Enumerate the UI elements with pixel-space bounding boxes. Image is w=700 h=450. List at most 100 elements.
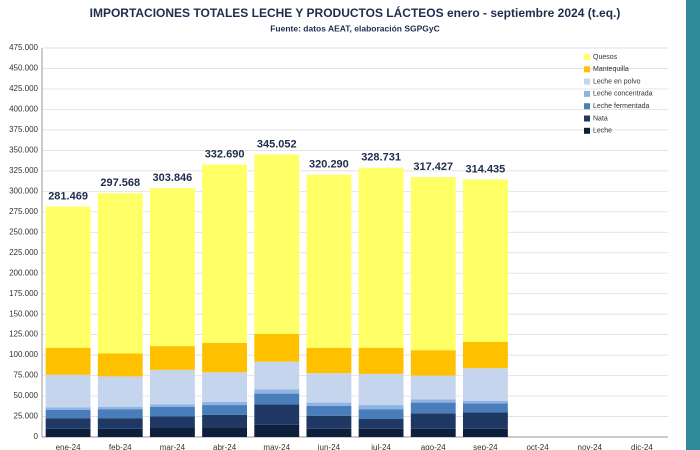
bar-segment: [202, 342, 248, 373]
bar-segment: [149, 346, 195, 370]
legend-swatch: [584, 66, 590, 73]
bar-segment: [149, 427, 195, 437]
bar-segment: [462, 342, 508, 369]
bar-segment: [462, 428, 508, 437]
legend-label: Leche concentrada: [593, 91, 653, 98]
y-tick-label: 375.000: [9, 125, 38, 134]
bar-segment: [45, 347, 91, 375]
x-tick-label: nov-24: [578, 443, 603, 450]
total-label: 281.469: [48, 190, 88, 202]
x-tick-label: ago-24: [421, 443, 446, 450]
legend-label: Leche: [593, 128, 612, 135]
bar-segment: [410, 402, 456, 414]
bar-segment: [97, 376, 143, 407]
bar-segment: [462, 400, 508, 404]
legend-swatch: [584, 54, 590, 60]
x-tick-label: mar-24: [160, 443, 186, 450]
legend-label: Leche fermentada: [593, 103, 650, 110]
bar-segment: [306, 373, 352, 403]
x-tick-label: jul-24: [370, 443, 391, 450]
bar-segment: [45, 407, 91, 410]
legend-label: Mantequilla: [593, 66, 629, 73]
y-tick-label: 300.000: [9, 186, 38, 195]
bar-segment: [462, 412, 508, 429]
y-tick-label: 350.000: [9, 145, 38, 154]
y-tick-label: 100.000: [9, 350, 38, 359]
y-tick-label: 125.000: [9, 330, 38, 339]
y-tick-label: 50.000: [14, 391, 39, 400]
chart-title: IMPORTACIONES TOTALES LECHE Y PRODUCTOS …: [90, 5, 621, 20]
bar-segment: [358, 373, 404, 406]
bar-segment: [202, 405, 248, 415]
bar-segment: [97, 418, 143, 429]
total-label: 345.052: [257, 138, 297, 150]
total-label: 320.290: [309, 159, 349, 171]
bar-segment: [202, 414, 248, 428]
bar-segment: [358, 347, 404, 374]
legend-label: Nata: [593, 115, 608, 122]
bar-segment: [410, 375, 456, 400]
bar-segment: [306, 428, 352, 437]
bar-segment: [45, 374, 91, 408]
bar-segment: [97, 353, 143, 377]
bar-segment: [306, 347, 352, 374]
legend-swatch: [584, 103, 590, 110]
bar-segment: [202, 401, 248, 406]
bar-segment: [410, 177, 456, 351]
bar-segment: [149, 369, 195, 405]
bar-segment: [358, 418, 404, 429]
bar-segment: [149, 188, 195, 347]
y-tick-label: 25.000: [14, 412, 39, 421]
y-tick-label: 400.000: [9, 105, 38, 114]
bar-segment: [45, 206, 91, 348]
chart-subtitle: Fuente: datos AEAT, elaboración SGPGyC: [270, 23, 440, 33]
y-tick-label: 0: [34, 432, 39, 441]
bar-segment: [97, 409, 143, 419]
bar-segment: [202, 372, 248, 402]
y-tick-label: 325.000: [9, 166, 38, 175]
bar-segment: [149, 416, 195, 428]
y-tick-label: 225.000: [9, 248, 38, 257]
bar-segment: [97, 428, 143, 437]
x-tick-label: dic-24: [631, 443, 653, 450]
y-tick-label: 150.000: [9, 309, 38, 318]
bar-segment: [254, 389, 300, 394]
legend-label: Leche en polvo: [593, 78, 641, 85]
total-label: 297.568: [100, 177, 140, 189]
bar-segment: [254, 333, 300, 362]
bar-segment: [254, 154, 300, 334]
bar-segment: [306, 174, 352, 348]
y-tick-label: 425.000: [9, 84, 38, 93]
legend-label: Quesos: [593, 54, 618, 61]
x-tick-label: abr-24: [213, 443, 237, 450]
y-tick-label: 275.000: [9, 207, 38, 216]
bar-segment: [462, 368, 508, 401]
x-tick-label: feb-24: [109, 443, 132, 450]
bar-segment: [462, 179, 508, 343]
bar-segment: [202, 427, 248, 437]
x-tick-label: sep-24: [473, 443, 498, 450]
bar-segment: [45, 428, 91, 437]
legend-swatch: [584, 78, 590, 85]
bar-segment: [358, 167, 404, 348]
bar-segment: [254, 361, 300, 390]
bar-segment: [254, 404, 300, 425]
total-label: 328.731: [361, 152, 401, 164]
legend-swatch: [584, 127, 590, 134]
y-tick-label: 75.000: [14, 371, 39, 380]
bar-segment: [358, 428, 404, 437]
x-tick-label: jun-24: [317, 443, 341, 450]
bar-segment: [462, 403, 508, 413]
bar-segment: [358, 405, 404, 410]
bar-segment: [45, 418, 91, 429]
y-tick-label: 475.000: [9, 43, 38, 52]
bar-segment: [202, 164, 248, 343]
bar-segment: [306, 405, 352, 416]
x-tick-label: oct-24: [526, 443, 549, 450]
x-tick-label: may-24: [263, 443, 290, 450]
bar-segment: [149, 404, 195, 407]
bar-segment: [149, 406, 195, 417]
bar-segment: [410, 428, 456, 437]
y-tick-label: 175.000: [9, 289, 38, 298]
bar-segment: [410, 413, 456, 429]
